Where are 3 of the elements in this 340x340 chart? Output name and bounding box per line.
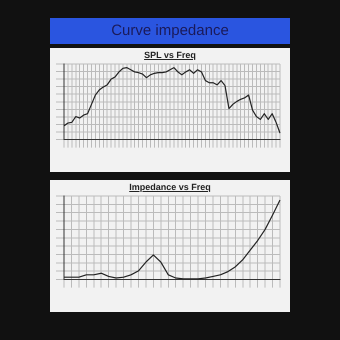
chart-title: SPL vs Freq xyxy=(143,50,197,60)
text: Curve impedance xyxy=(50,18,290,44)
chart-title: Impedance vs Freq xyxy=(128,182,212,192)
